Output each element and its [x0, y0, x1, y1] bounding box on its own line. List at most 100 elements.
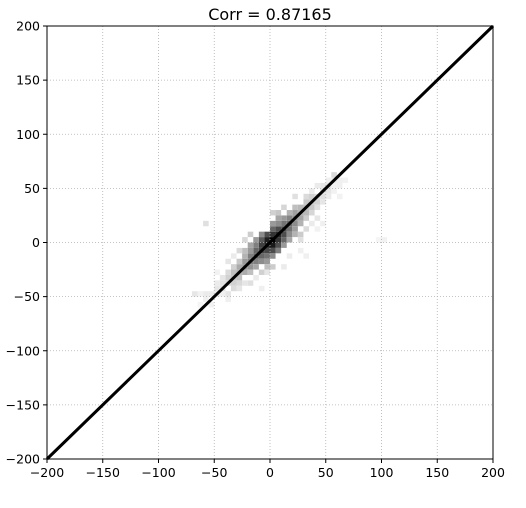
density-cell: [309, 188, 315, 194]
density-cell: [314, 199, 321, 205]
density-cell: [258, 242, 265, 248]
density-cell: [230, 269, 237, 275]
y-tick-label: 200: [16, 19, 40, 34]
density-cell: [236, 264, 243, 270]
y-tick-label: 50: [24, 181, 40, 196]
density-cell: [264, 247, 270, 254]
density-cell: [314, 204, 321, 211]
density-cell: [264, 258, 270, 265]
density-cell: [191, 291, 198, 297]
density-cell: [292, 193, 298, 200]
density-cell: [253, 274, 259, 281]
y-tick-label: −150: [6, 397, 40, 412]
x-tick-label: −100: [141, 465, 175, 480]
density-cell: [270, 220, 276, 227]
density-cell: [258, 253, 265, 259]
density-cell: [230, 253, 237, 259]
density-cell: [258, 269, 265, 275]
density-cell: [247, 231, 254, 238]
density-cell: [286, 226, 293, 232]
density-cell: [303, 226, 310, 232]
density-cell: [286, 237, 293, 243]
x-tick-label: 50: [318, 465, 334, 480]
density-cell: [242, 247, 248, 254]
density-cell: [336, 182, 343, 189]
density-cell: [253, 237, 259, 243]
density-cell: [320, 220, 326, 227]
density-cell: [325, 177, 332, 183]
density-cell: [314, 182, 321, 189]
density-cell: [208, 302, 215, 308]
density-cell: [320, 193, 326, 200]
density-cell: [281, 237, 287, 243]
density-cell: [286, 253, 293, 259]
y-tick-label: 150: [16, 73, 40, 88]
density-cell: [281, 220, 287, 227]
density-cell: [214, 269, 220, 275]
density-cell: [236, 274, 243, 281]
density-cell: [242, 280, 248, 286]
density-cell: [225, 296, 231, 303]
gridlines: [47, 26, 493, 459]
density-cell: [375, 237, 382, 243]
density-cell: [264, 237, 270, 243]
density-cell: [275, 210, 282, 216]
density-cell: [286, 210, 293, 216]
reference-line: [45, 24, 495, 461]
density-cell: [297, 220, 304, 227]
density-cell: [225, 291, 231, 297]
x-axis-ticks: −200 −150 −100 −50 0 50 100 150 200: [30, 459, 505, 480]
density-cell: [292, 226, 298, 232]
reference-line-layer: [45, 24, 495, 461]
density-cell: [258, 258, 265, 265]
density-cell: [225, 258, 231, 265]
density-cell: [236, 258, 243, 265]
x-tick-label: 100: [370, 465, 394, 480]
density-cell: [297, 231, 304, 238]
density-cell: [247, 264, 254, 270]
density-cell: [275, 242, 282, 248]
density-cell: [236, 280, 243, 286]
density-cell: [242, 258, 248, 265]
density-cell: [297, 237, 304, 243]
density-cell: [270, 253, 276, 259]
density-cell: [303, 215, 310, 221]
density-cell: [264, 253, 270, 259]
density-cell: [264, 264, 270, 270]
density-cell: [225, 274, 231, 281]
density-cell: [281, 204, 287, 211]
y-tick-label: −50: [14, 289, 40, 304]
density-cell: [325, 193, 332, 200]
density-cell: [253, 247, 259, 254]
density-cell: [303, 210, 310, 216]
x-tick-label: −150: [86, 465, 120, 480]
density-cell: [230, 285, 237, 292]
density-cell: [297, 247, 304, 254]
density-cell: [275, 215, 282, 221]
density-cell: [281, 264, 287, 270]
density-cell: [230, 264, 237, 270]
density-cell: [331, 172, 337, 178]
density-cell: [242, 237, 248, 243]
density-cell: [297, 204, 304, 211]
density-cell: [325, 188, 332, 194]
density-cell: [225, 269, 231, 275]
x-tick-label: −50: [201, 465, 227, 480]
density-cell: [331, 182, 337, 189]
density-cell: [270, 264, 276, 270]
density-cell: [247, 247, 254, 254]
density-cell: [303, 253, 310, 259]
x-tick-label: 150: [425, 465, 449, 480]
density-cell: [342, 177, 349, 183]
density-cell: [292, 210, 298, 216]
density-cell: [203, 291, 209, 297]
density-cell: [253, 258, 259, 265]
density-cell: [275, 247, 282, 254]
density-cell: [270, 242, 276, 248]
density-cell: [197, 291, 204, 297]
density-cell: [253, 242, 259, 248]
density-cell: [281, 215, 287, 221]
density-cell: [309, 204, 315, 211]
